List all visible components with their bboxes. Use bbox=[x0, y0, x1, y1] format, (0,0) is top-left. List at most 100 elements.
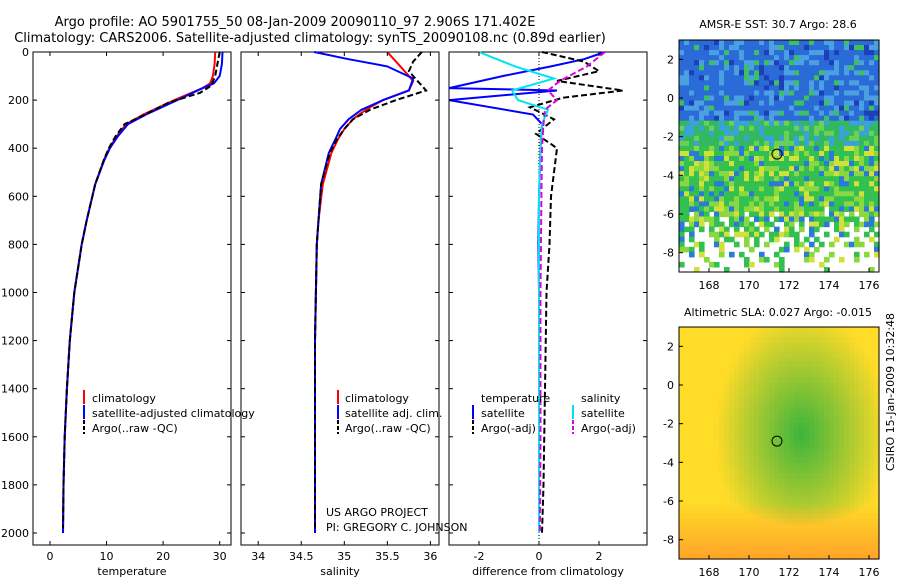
map-cell bbox=[724, 236, 730, 243]
map-cell bbox=[824, 528, 830, 535]
map-cell bbox=[804, 417, 810, 424]
map-cell bbox=[689, 95, 695, 102]
map-cell bbox=[744, 161, 750, 167]
map-cell bbox=[779, 488, 785, 494]
map-cell bbox=[704, 181, 710, 187]
map-cell bbox=[709, 402, 715, 409]
map-cell bbox=[734, 90, 740, 96]
map-cell bbox=[864, 90, 870, 96]
map-cell bbox=[749, 432, 755, 439]
map-cell bbox=[739, 377, 745, 383]
map-cell bbox=[864, 332, 870, 338]
map-cell bbox=[744, 105, 750, 112]
map-cell bbox=[869, 181, 875, 187]
map-cell bbox=[864, 422, 870, 429]
map-cell bbox=[759, 256, 765, 263]
map-cell bbox=[694, 548, 700, 555]
map-cell bbox=[764, 458, 770, 464]
map-cell bbox=[784, 75, 790, 81]
map-cell bbox=[739, 120, 745, 127]
map-cell bbox=[779, 392, 785, 399]
map-cell bbox=[749, 397, 755, 404]
map-cell bbox=[704, 40, 710, 46]
map-cell bbox=[794, 448, 800, 454]
map-cell bbox=[769, 206, 775, 212]
map-cell bbox=[724, 392, 730, 399]
map-cell bbox=[814, 156, 820, 162]
map-cell bbox=[849, 443, 855, 449]
map-cell bbox=[759, 100, 765, 107]
map-cell bbox=[709, 412, 715, 419]
map-cell bbox=[774, 538, 780, 545]
map-cell bbox=[874, 161, 880, 167]
map-cell bbox=[729, 216, 735, 223]
map-cell bbox=[809, 151, 815, 157]
map-cell bbox=[784, 347, 790, 353]
map-cell bbox=[809, 231, 815, 238]
map-cell bbox=[819, 407, 825, 414]
map-cell bbox=[869, 166, 875, 172]
map-cell bbox=[774, 508, 780, 515]
map-cell bbox=[869, 397, 875, 404]
map-cell bbox=[734, 417, 740, 424]
map-cell bbox=[794, 100, 800, 107]
map-cell bbox=[734, 453, 740, 459]
map-cell bbox=[814, 70, 820, 76]
map-cell bbox=[764, 50, 770, 56]
map-cell bbox=[849, 105, 855, 112]
map-cell bbox=[729, 75, 735, 81]
map-cell bbox=[794, 417, 800, 424]
map-cell bbox=[699, 357, 705, 363]
map-cell bbox=[844, 161, 850, 167]
map-cell bbox=[834, 166, 840, 172]
map-cell bbox=[719, 473, 725, 479]
map-cell bbox=[719, 181, 725, 187]
map-cell bbox=[724, 473, 730, 479]
map-cell bbox=[854, 241, 860, 248]
map-cell bbox=[834, 211, 840, 218]
map-cell bbox=[834, 352, 840, 358]
map-cell bbox=[709, 75, 715, 81]
map-cell bbox=[849, 362, 855, 368]
map-cell bbox=[694, 55, 700, 61]
map-cell bbox=[819, 498, 825, 505]
map-cell bbox=[689, 140, 695, 147]
map-cell bbox=[844, 554, 850, 560]
map-cell bbox=[869, 463, 875, 469]
map-cell bbox=[729, 473, 735, 479]
map-cell bbox=[729, 196, 735, 202]
map-cell bbox=[679, 483, 685, 489]
map-cell bbox=[704, 156, 710, 162]
map-cell bbox=[699, 483, 705, 489]
map-cell bbox=[679, 60, 685, 66]
map-cell bbox=[739, 352, 745, 358]
map-cell bbox=[794, 125, 800, 132]
map-cell bbox=[754, 40, 760, 46]
map-cell bbox=[839, 201, 845, 207]
map-cell bbox=[734, 221, 740, 228]
map-cell bbox=[819, 448, 825, 454]
map-cell bbox=[844, 125, 850, 132]
map-cell bbox=[824, 216, 830, 223]
map-cell bbox=[824, 397, 830, 404]
map-cell bbox=[769, 342, 775, 348]
map-cell bbox=[819, 241, 825, 248]
map-cell bbox=[719, 156, 725, 162]
map-cell bbox=[819, 171, 825, 177]
map-cell bbox=[814, 327, 820, 333]
map-cell bbox=[829, 140, 835, 147]
map-cell bbox=[744, 483, 750, 489]
map-cell bbox=[864, 387, 870, 394]
map-cell bbox=[814, 543, 820, 550]
map-cell bbox=[729, 100, 735, 107]
map-cell bbox=[869, 65, 875, 71]
map-cell bbox=[714, 533, 720, 540]
map-cell bbox=[724, 231, 730, 238]
map-cell bbox=[699, 468, 705, 474]
map-cell bbox=[694, 60, 700, 66]
map-cell bbox=[779, 518, 785, 525]
difference-legend: temperature salinity satellite Argo(-adj… bbox=[472, 392, 636, 435]
map-cell bbox=[684, 377, 690, 383]
map-cell bbox=[804, 528, 810, 535]
map-cell bbox=[739, 125, 745, 132]
